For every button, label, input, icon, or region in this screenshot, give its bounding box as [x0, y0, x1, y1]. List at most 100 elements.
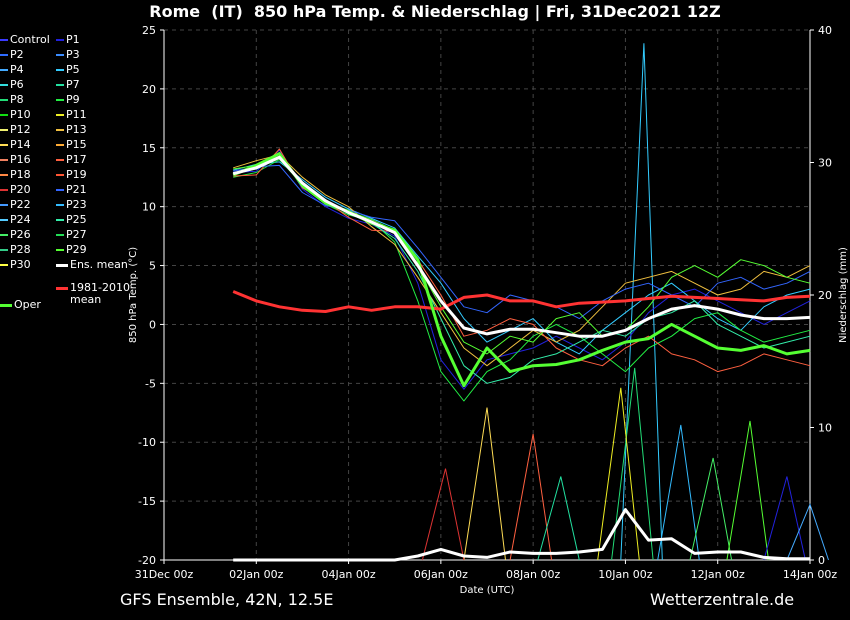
temp-member-line: [233, 149, 811, 390]
precip-member-line: [537, 476, 580, 561]
legend-swatch: [0, 54, 8, 56]
temp-member-line: [233, 154, 811, 367]
precip-member-line: [763, 476, 806, 561]
x-tick-label: 02Jan 00z: [229, 568, 283, 581]
legend-swatch: [56, 129, 64, 131]
y-right-tick-label: 20: [818, 289, 832, 302]
legend-swatch: [0, 249, 8, 251]
legend-label: P3: [66, 48, 80, 61]
legend-item-control: Control: [0, 34, 50, 46]
x-tick-label: 31Dec 00z: [135, 568, 194, 581]
precip-member-line: [597, 387, 640, 561]
legend-label: P26: [10, 228, 31, 241]
legend-item-p19: P19: [56, 169, 87, 181]
legend-swatch: [56, 234, 64, 236]
legend-item-p1: P1: [56, 34, 80, 46]
y-left-tick-label: 0: [149, 318, 156, 331]
x-tick-label: 10Jan 00z: [598, 568, 652, 581]
legend-label: P1: [66, 33, 80, 46]
precip-member-line: [657, 424, 700, 561]
precip-member-line: [620, 43, 663, 561]
legend-swatch: [56, 54, 64, 56]
legend-item-p26: P26: [0, 229, 31, 241]
legend-swatch: [56, 69, 64, 71]
legend-swatch: [0, 69, 8, 71]
legend-item-p5: P5: [56, 64, 80, 76]
x-tick-label: 08Jan 00z: [506, 568, 560, 581]
precip-member-line: [509, 434, 553, 561]
legend-swatch: [0, 99, 8, 101]
model-info: GFS Ensemble, 42N, 12.5E: [120, 590, 334, 609]
legend-item-p29: P29: [56, 244, 87, 256]
x-tick-label: 14Jan 00z: [783, 568, 837, 581]
y-right-tick-label: 30: [818, 157, 832, 170]
temp-member-line: [233, 148, 811, 373]
legend-label: P20: [10, 183, 31, 196]
precip-member-line: [611, 367, 654, 561]
legend-swatch: [0, 234, 8, 236]
legend-label: P8: [10, 93, 24, 106]
precip-member-line: [463, 407, 506, 561]
legend-swatch: [0, 114, 8, 116]
legend-swatch: [0, 219, 8, 221]
legend-item-p28: P28: [0, 244, 31, 256]
y-left-tick-label: 10: [142, 201, 156, 214]
legend-item-p17: P17: [56, 154, 87, 166]
x-tick-label: 04Jan 00z: [321, 568, 375, 581]
legend-label: P28: [10, 243, 31, 256]
x-axis-label: Date (UTC): [460, 585, 515, 596]
y-left-axis-label: 850 hPa Temp. (°C): [128, 247, 139, 343]
legend-item-p22: P22: [0, 199, 31, 211]
legend-item-p13: P13: [56, 124, 87, 136]
legend-item-p9: P9: [56, 94, 80, 106]
legend-swatch: [0, 204, 8, 206]
legend-item-oper: Oper: [0, 299, 41, 311]
legend-item-p15: P15: [56, 139, 87, 151]
legend-swatch: [56, 114, 64, 116]
legend-item-p3: P3: [56, 49, 80, 61]
legend-label: P30: [10, 258, 31, 271]
legend-swatch: [56, 144, 64, 146]
legend-swatch: [0, 129, 8, 131]
legend-swatch: [0, 174, 8, 176]
legend-label: P2: [10, 48, 24, 61]
legend-item-p27: P27: [56, 229, 87, 241]
legend-item-p16: P16: [0, 154, 31, 166]
legend-label: P9: [66, 93, 80, 106]
x-tick-label: 12Jan 00z: [691, 568, 745, 581]
legend-swatch: [56, 99, 64, 101]
temp-member-line: [233, 152, 811, 355]
legend-label: P18: [10, 168, 31, 181]
legend-swatch: [0, 39, 8, 41]
legend-swatch: [56, 286, 68, 290]
legend-item-ens-mean: Ens. mean: [56, 259, 128, 271]
legend-swatch: [0, 84, 8, 86]
legend-label: P19: [66, 168, 87, 181]
legend-label: Oper: [14, 298, 41, 311]
legend-label: P10: [10, 108, 31, 121]
legend-label: 1981-2010: [70, 281, 130, 294]
y-left-tick-label: -5: [145, 377, 156, 390]
climate-mean-line: [232, 290, 811, 313]
temp-member-line: [233, 161, 811, 355]
y-right-tick-label: 0: [818, 554, 825, 567]
legend-item-p14: P14: [0, 139, 31, 151]
legend-swatch: [56, 263, 68, 267]
legend-label: Control: [10, 33, 50, 46]
legend-label: P6: [10, 78, 24, 91]
temp-member-line: [233, 164, 811, 320]
legend-label: P25: [66, 213, 87, 226]
legend-swatch: [56, 174, 64, 176]
legend-label: P11: [66, 108, 87, 121]
legend-label: mean: [70, 293, 102, 306]
legend-label: P5: [66, 63, 80, 76]
y-right-tick-label: 10: [818, 422, 832, 435]
legend-label: P27: [66, 228, 87, 241]
legend-label: P22: [10, 198, 31, 211]
oper-line: [232, 152, 811, 388]
legend-item-p18: P18: [0, 169, 31, 181]
y-left-tick-label: 15: [142, 142, 156, 155]
legend-swatch: [56, 249, 64, 251]
legend-swatch: [0, 264, 8, 266]
